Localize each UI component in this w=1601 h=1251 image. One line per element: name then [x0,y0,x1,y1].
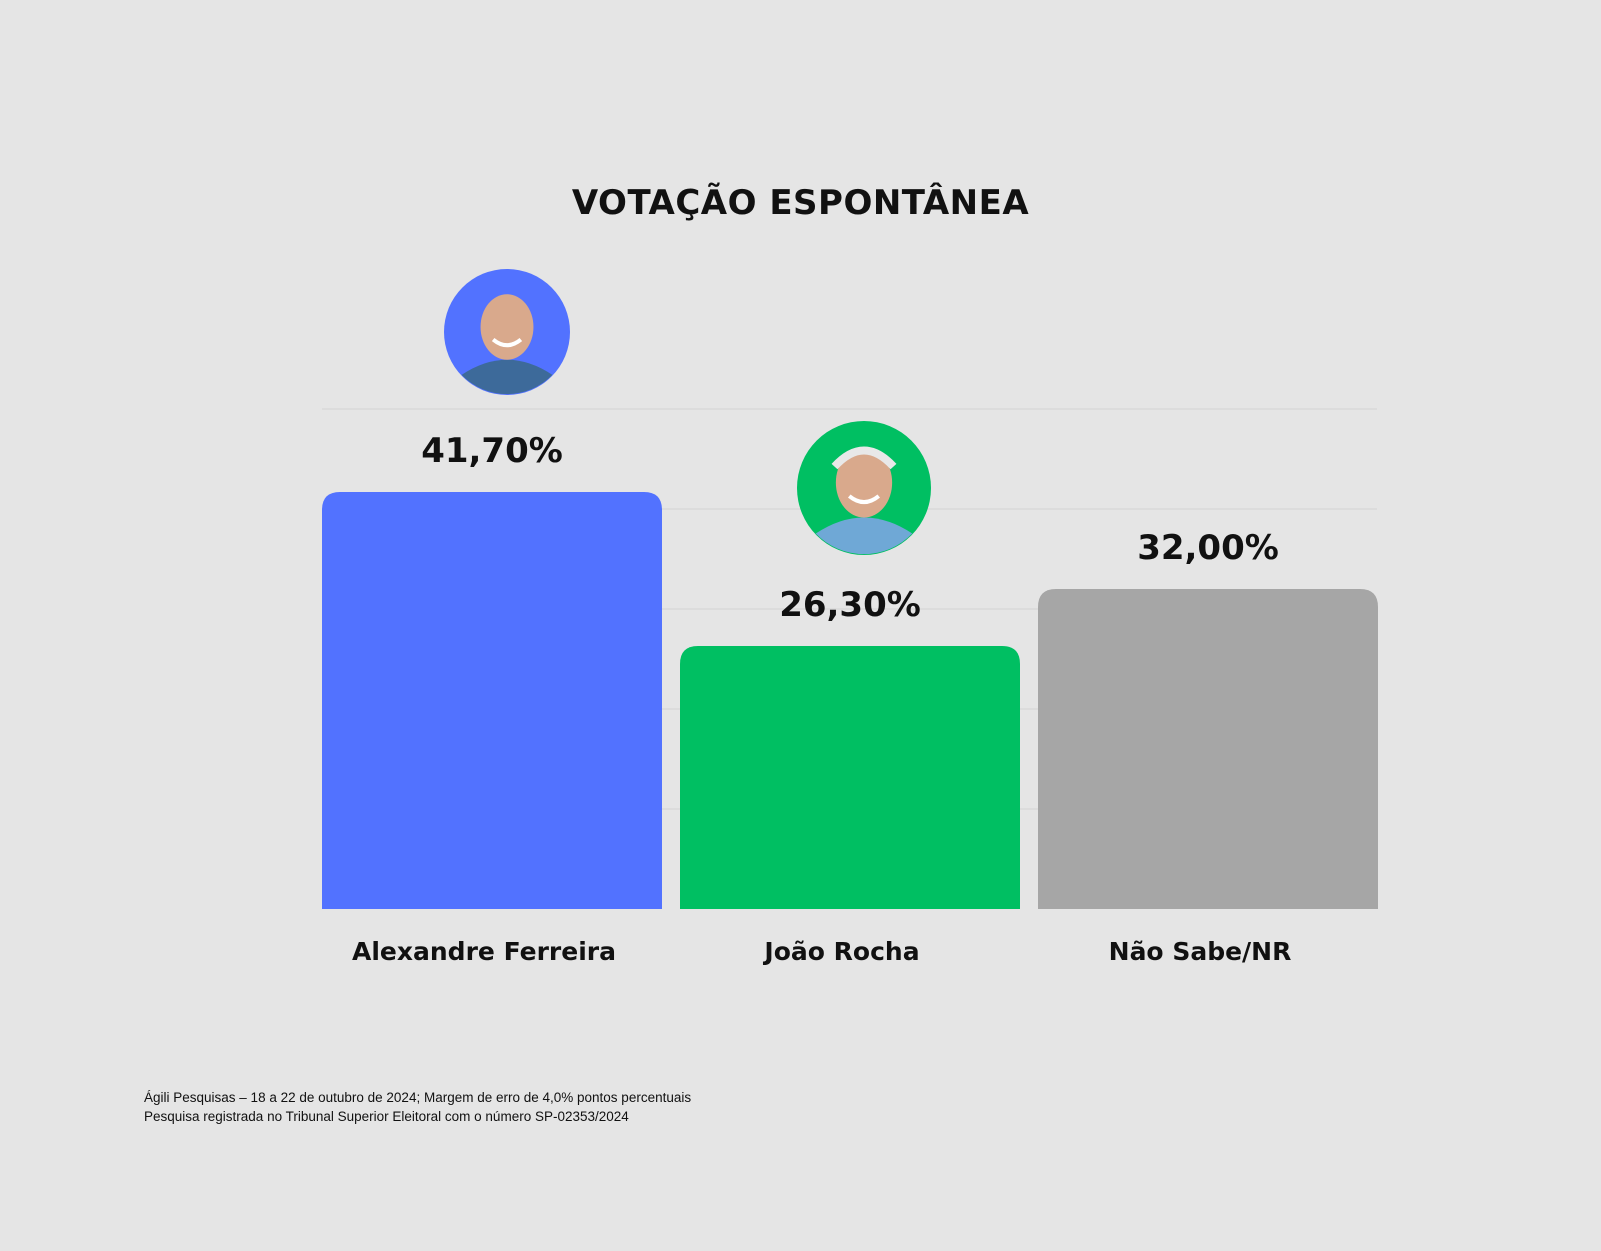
avatar-joao-rocha [797,421,931,555]
category-labels: Alexandre Ferreira João Rocha Não Sabe/NR [352,937,1291,966]
bar-nao-sabe-nr [1038,589,1378,909]
category-label-nao-sabe-nr: Não Sabe/NR [1109,937,1292,966]
bars [322,492,1378,909]
value-label-joao-rocha: 26,30% [779,585,921,625]
footnote-registration: Pesquisa registrada no Tribunal Superior… [144,1109,629,1124]
chart-title: VOTAÇÃO ESPONTÂNEA [571,183,1030,223]
avatar-alexandre-ferreira [444,269,570,395]
category-label-alexandre-ferreira: Alexandre Ferreira [352,937,616,966]
value-label-nao-sabe-nr: 32,00% [1137,528,1279,568]
footnote: Ágili Pesquisas – 18 a 22 de outubro de … [144,1088,691,1126]
category-label-joao-rocha: João Rocha [762,937,919,966]
value-label-alexandre-ferreira: 41,70% [421,431,563,471]
bar-alexandre-ferreira [322,492,662,909]
avatars [444,269,931,555]
bar-joao-rocha [680,646,1020,909]
footnote-source: Ágili Pesquisas – 18 a 22 de outubro de … [144,1090,692,1105]
value-labels: 41,70% 26,30% 32,00% [421,431,1279,625]
